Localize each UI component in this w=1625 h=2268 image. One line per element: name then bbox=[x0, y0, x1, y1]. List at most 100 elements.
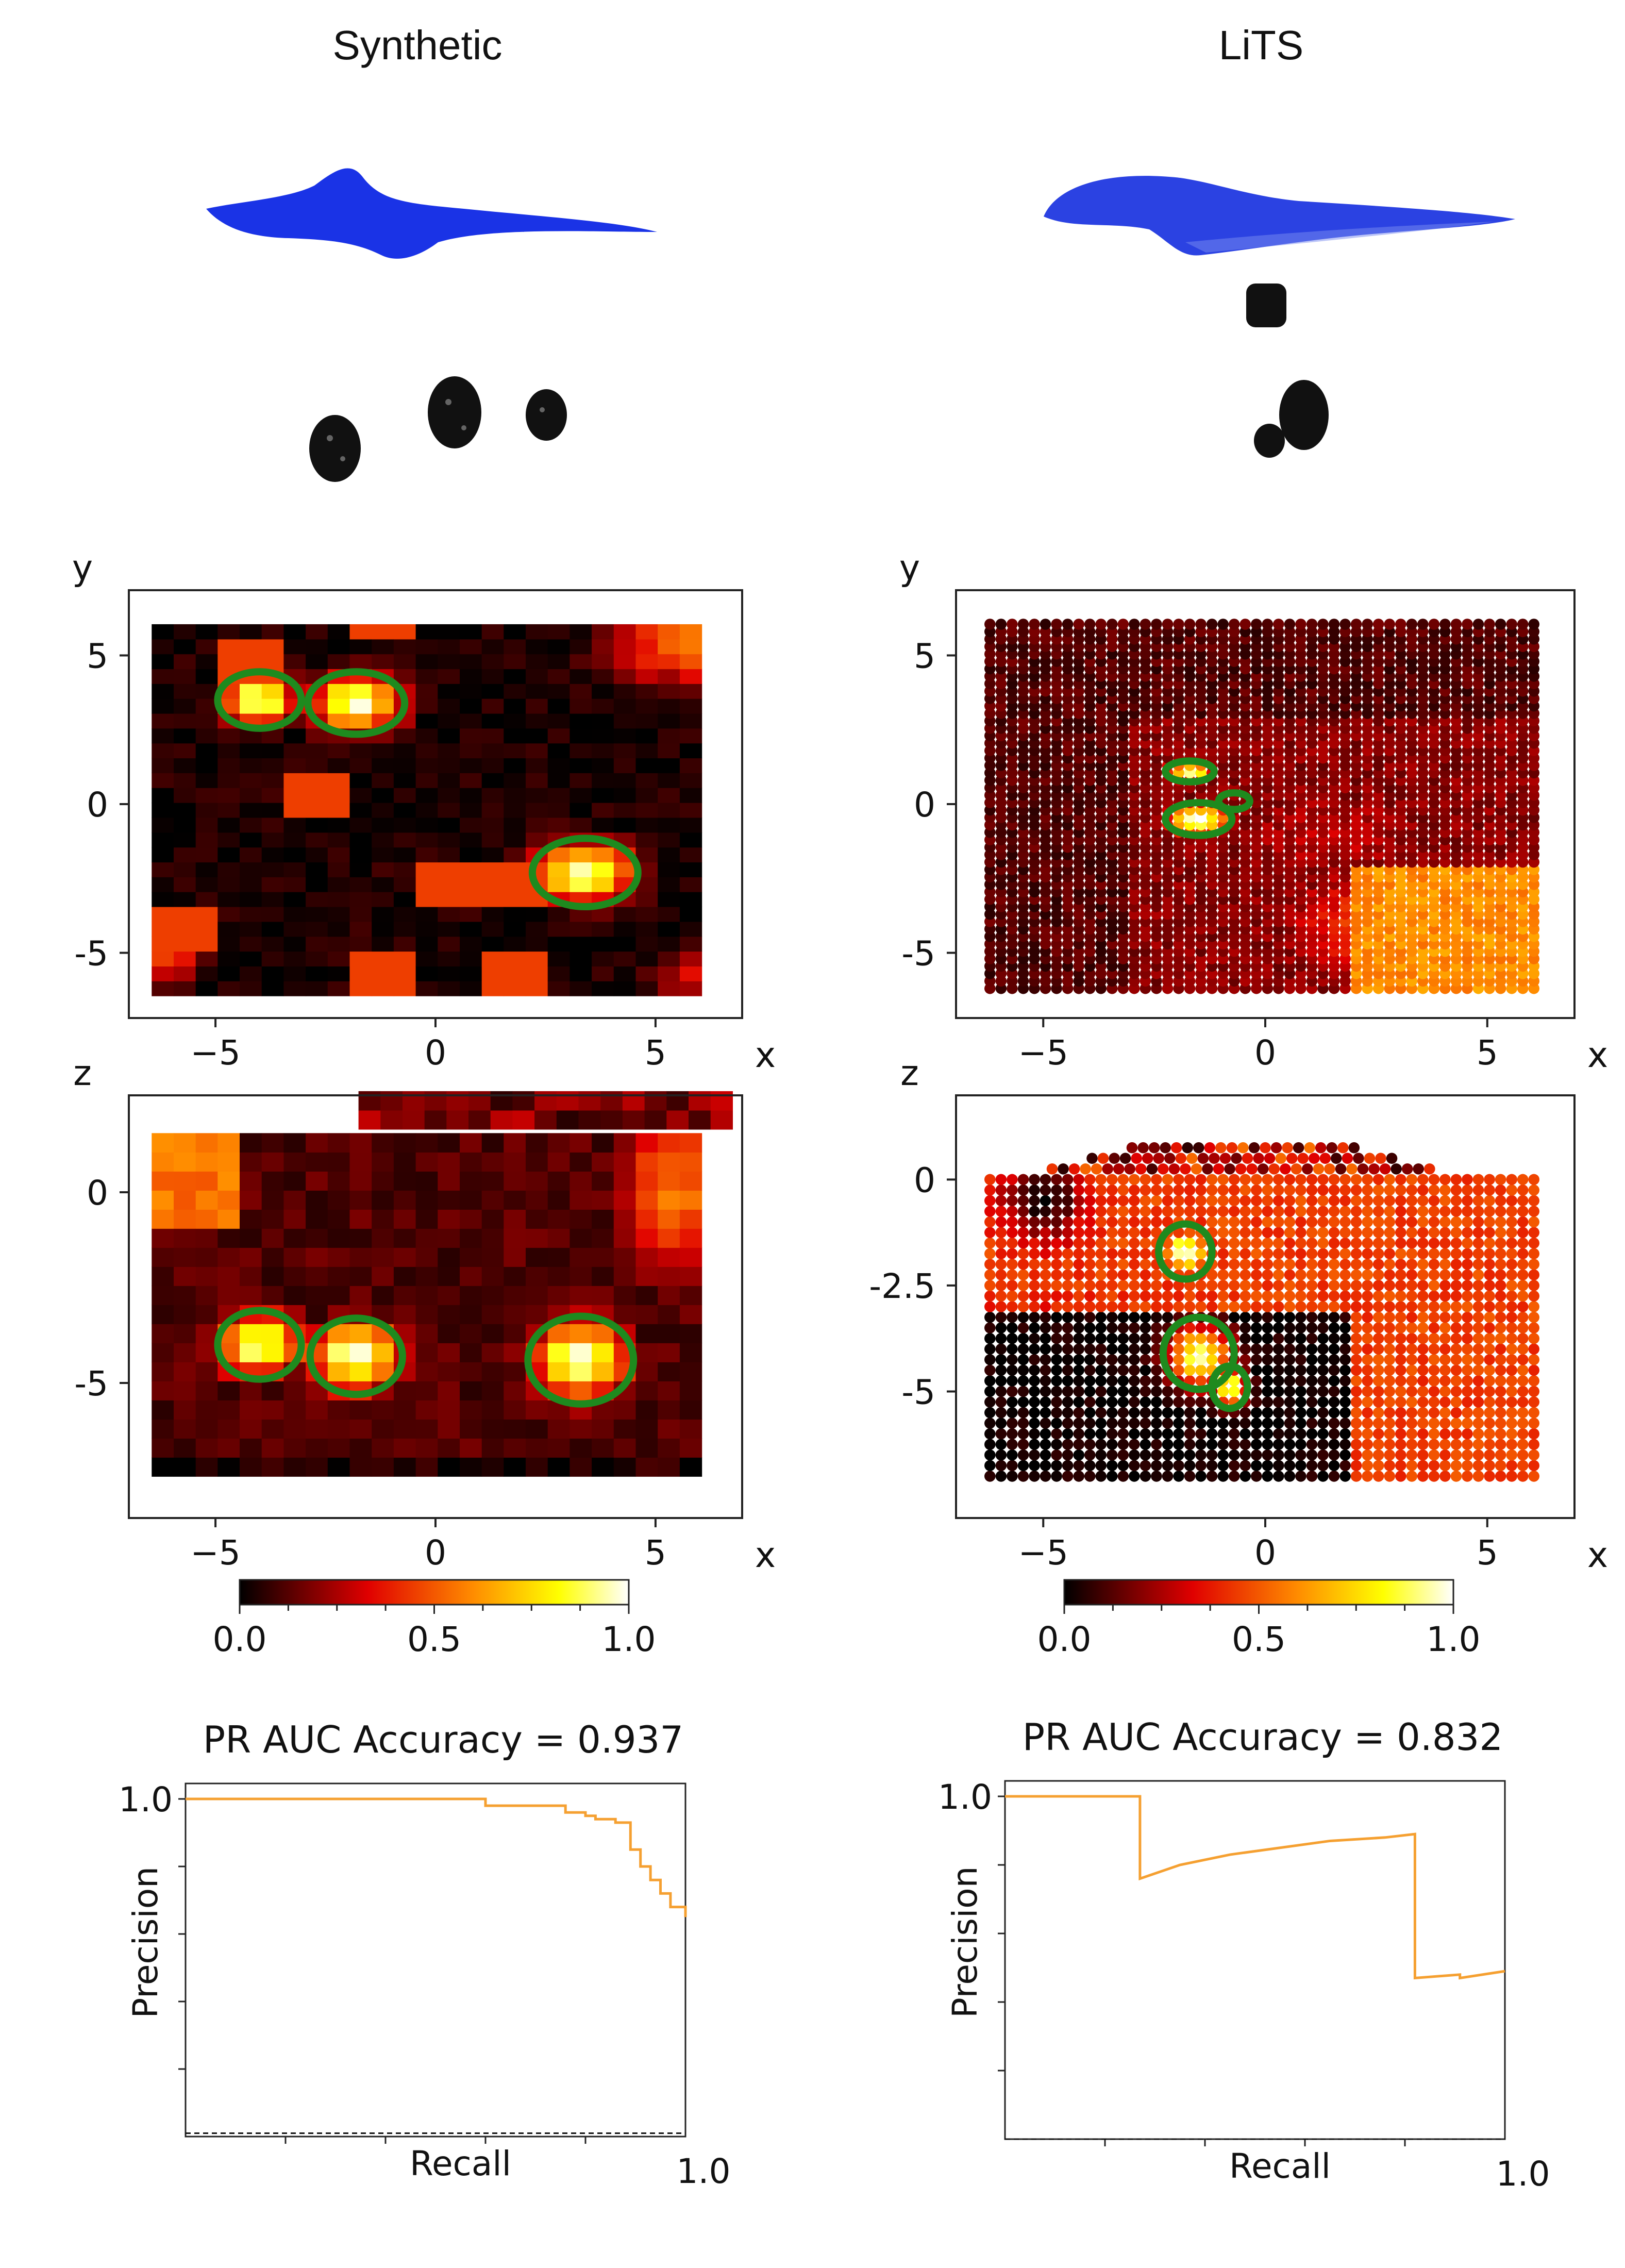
heatmap-cell bbox=[349, 683, 372, 699]
heatmap-cell bbox=[547, 1457, 570, 1477]
heatmap-cell bbox=[195, 1266, 218, 1286]
heatmap-point bbox=[1362, 1386, 1373, 1397]
heatmap-point bbox=[1162, 1248, 1174, 1259]
heatmap-point bbox=[1073, 1364, 1084, 1376]
heatmap-point bbox=[1273, 1364, 1284, 1376]
heatmap-point bbox=[1284, 1269, 1296, 1281]
heatmap-cell bbox=[174, 1419, 196, 1439]
heatmap-cell bbox=[152, 1457, 174, 1477]
heatmap-point bbox=[1029, 1332, 1040, 1344]
heatmap-cell bbox=[547, 1209, 570, 1229]
heatmap-point bbox=[1428, 1343, 1440, 1355]
heatmap-point bbox=[1284, 1195, 1296, 1207]
heatmap-point bbox=[1228, 1216, 1240, 1228]
heatmap-cell bbox=[217, 862, 240, 877]
heatmap-point bbox=[1029, 1195, 1040, 1207]
heatmap-cell bbox=[679, 728, 702, 744]
heatmap-point bbox=[1084, 1311, 1096, 1323]
heatmap-cell bbox=[195, 981, 218, 996]
heatmap-cell bbox=[380, 1110, 403, 1130]
heatmap-point bbox=[1051, 1185, 1062, 1196]
heatmap-point bbox=[1084, 1354, 1096, 1365]
heatmap-point bbox=[995, 1269, 1007, 1281]
heatmap-cell bbox=[468, 1110, 491, 1130]
heatmap-point bbox=[1273, 1290, 1284, 1302]
heatmap-point bbox=[1095, 1311, 1107, 1323]
heatmap-cell bbox=[327, 981, 350, 996]
heatmap-cell bbox=[152, 1209, 174, 1229]
heatmap-cell bbox=[152, 951, 174, 966]
heatmap-cell bbox=[327, 743, 350, 759]
heatmap-point bbox=[1140, 1248, 1151, 1259]
heatmap-cell bbox=[372, 624, 394, 640]
heatmap-cell bbox=[438, 892, 460, 907]
heatmap-point bbox=[995, 1418, 1007, 1429]
heatmap-point bbox=[1007, 1227, 1018, 1238]
heatmap-point bbox=[1051, 1311, 1062, 1323]
heatmap-point bbox=[1417, 619, 1429, 630]
heatmap-point bbox=[1295, 1471, 1306, 1482]
heatmap-point bbox=[1372, 1460, 1384, 1472]
heatmap-cell bbox=[679, 1457, 702, 1477]
heatmap-cells bbox=[984, 1174, 1539, 1482]
heatmap-cell bbox=[547, 818, 570, 833]
heatmap-point bbox=[1173, 1343, 1184, 1355]
heatmap-cell bbox=[349, 788, 372, 803]
heatmap-cell bbox=[569, 803, 592, 818]
heatmap-point bbox=[1262, 1375, 1274, 1387]
heatmap-point bbox=[1073, 1290, 1084, 1302]
heatmap-cell bbox=[240, 773, 262, 788]
heatmap-cell bbox=[217, 1190, 240, 1210]
heatmap-cell bbox=[349, 803, 372, 818]
heatmap-point bbox=[984, 1259, 996, 1270]
heatmap-point bbox=[1295, 1428, 1306, 1440]
heatmap-point bbox=[1428, 1407, 1440, 1419]
heatmap-point bbox=[1417, 1322, 1429, 1333]
heatmap-point bbox=[1372, 1195, 1384, 1207]
heatmap-cell bbox=[635, 758, 658, 773]
heatmap-point bbox=[1184, 1174, 1196, 1186]
heatmap-cell bbox=[372, 1400, 394, 1420]
heatmap-point bbox=[1439, 1174, 1451, 1186]
heatmap-cell bbox=[240, 1247, 262, 1267]
heatmap-point bbox=[995, 619, 1007, 630]
heatmap-cell bbox=[152, 683, 174, 699]
heatmap-point bbox=[1173, 1449, 1184, 1461]
heatmap-cell bbox=[679, 1400, 702, 1420]
heatmap-point bbox=[1084, 1332, 1096, 1344]
heatmap-point bbox=[1472, 1311, 1484, 1323]
heatmap-cell bbox=[679, 1133, 702, 1153]
heatmap-point bbox=[1462, 1195, 1473, 1207]
heatmap-cell bbox=[327, 1457, 350, 1477]
x-tick-label: −5 bbox=[190, 1033, 240, 1073]
heatmap-cell bbox=[658, 788, 680, 803]
heatmap-point bbox=[1107, 1322, 1118, 1333]
heatmap-point bbox=[1017, 1290, 1029, 1302]
heatmap-cell bbox=[460, 728, 482, 744]
heatmap-cell bbox=[526, 818, 548, 833]
heatmap-point bbox=[1295, 1259, 1306, 1270]
heatmap-point bbox=[995, 1354, 1007, 1365]
heatmap-point bbox=[1239, 1248, 1251, 1259]
heatmap-point bbox=[1029, 1407, 1040, 1419]
heatmap-cell bbox=[438, 743, 460, 759]
heatmap-point bbox=[1262, 619, 1274, 630]
heatmap-point bbox=[1040, 1195, 1051, 1207]
heatmap-point bbox=[1384, 1386, 1395, 1397]
heatmap-point bbox=[1295, 1301, 1306, 1312]
heatmap-point bbox=[1284, 1364, 1296, 1376]
x-tick-label: 0 bbox=[1254, 1033, 1276, 1073]
heatmap-cell bbox=[261, 1438, 284, 1458]
heatmap-cell bbox=[152, 788, 174, 803]
heatmap-point bbox=[1095, 1407, 1107, 1419]
heatmap-point bbox=[995, 1375, 1007, 1387]
heatmap-cell bbox=[195, 743, 218, 759]
heatmap-cell bbox=[240, 1190, 262, 1210]
heatmap-point bbox=[1084, 1237, 1096, 1249]
heatmap-cell bbox=[481, 951, 504, 966]
heatmap-cell bbox=[372, 683, 394, 699]
heatmap-point bbox=[1017, 1364, 1029, 1376]
heatmap-point bbox=[1206, 1449, 1218, 1461]
heatmap-cell bbox=[174, 1266, 196, 1286]
heatmap-cell bbox=[283, 1438, 306, 1458]
